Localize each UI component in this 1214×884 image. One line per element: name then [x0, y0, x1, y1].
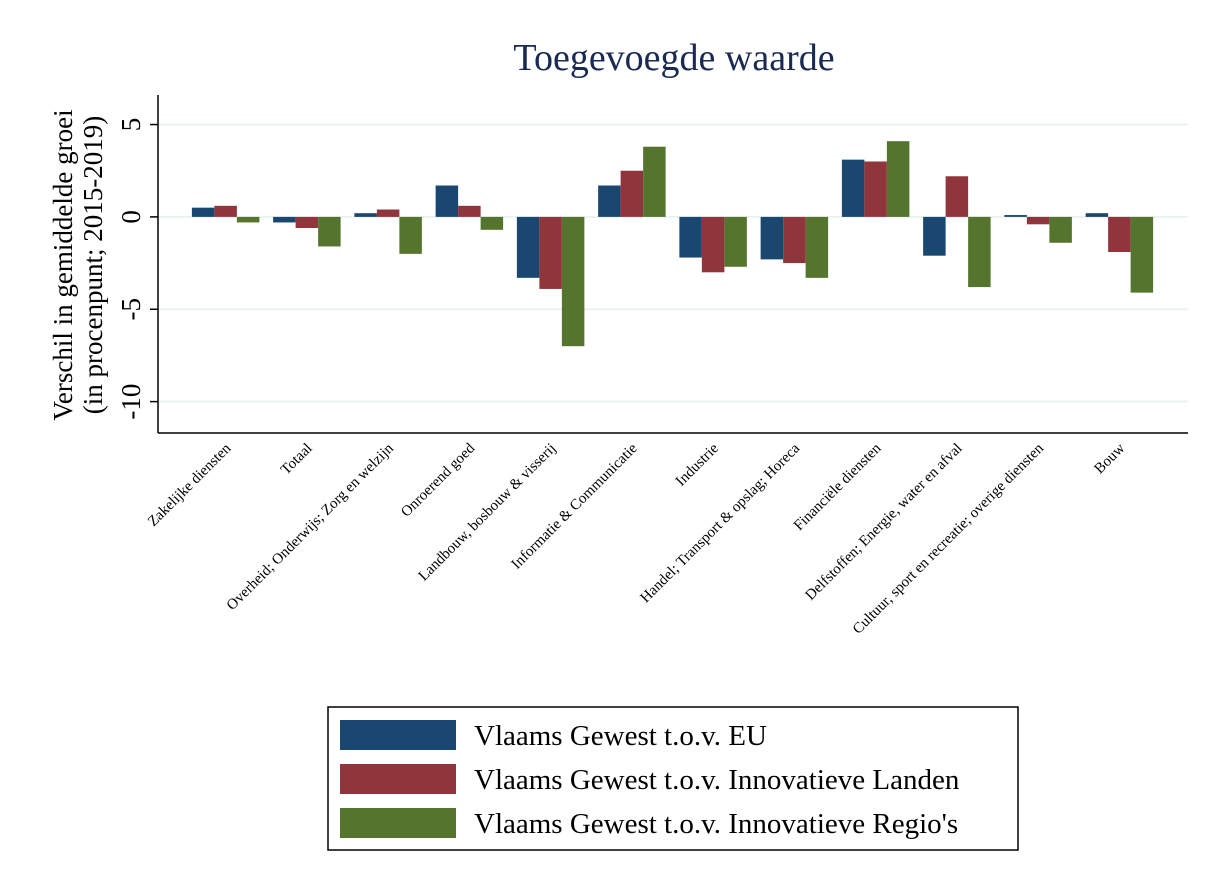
y-tick-label: -10: [116, 384, 146, 420]
bar: [236, 216, 260, 223]
x-tick-label: Overheid; Onderwijs; Zorg en welzijn: [224, 440, 397, 613]
x-tick-label: Industrie: [673, 440, 722, 489]
bar: [376, 209, 400, 217]
x-tick-label: Zakelijke diensten: [145, 440, 235, 530]
bar: [1108, 216, 1131, 252]
bar: [945, 176, 969, 217]
x-tick-label: Delfstoffen; Energie, water en afval: [803, 441, 966, 604]
bar: [458, 205, 481, 217]
bar: [598, 185, 621, 217]
bar: [783, 216, 806, 264]
bar: [864, 161, 887, 217]
legend-swatch: [340, 764, 456, 794]
y-axis-label: (in procenpunt; 2015-2019): [78, 116, 108, 414]
bar: [295, 216, 319, 228]
bar: [1130, 216, 1154, 293]
chart-title: Toegevoegde waarde: [513, 37, 834, 79]
bar: [724, 216, 747, 267]
y-tick-label: 5: [116, 118, 146, 132]
bar: [214, 205, 237, 217]
bar: [318, 216, 341, 247]
bar: [1004, 215, 1027, 217]
x-tick-label: Onroerend goed: [398, 440, 478, 520]
bar: [701, 216, 725, 273]
x-tick-label: Landbouw, bosbouw & visserij: [416, 441, 560, 585]
bar: [760, 216, 784, 260]
x-tick-label: Financiële diensten: [791, 440, 885, 534]
legend-box: [327, 706, 1019, 851]
legend-label: Vlaams Gewest t.o.v. Innovatieve Regio's: [474, 808, 958, 840]
legend-swatch: [340, 720, 456, 750]
bar: [841, 159, 865, 217]
y-tick-label: 0: [116, 210, 146, 224]
bar: [805, 216, 829, 278]
bar: [435, 185, 459, 217]
bar: [399, 216, 422, 254]
bar: [886, 141, 910, 217]
bar: [1026, 216, 1050, 225]
bar: [679, 216, 702, 258]
bar: [923, 216, 946, 256]
x-tick-label: Cultuur, sport en recreatie; overige die…: [850, 440, 1047, 637]
bar: [1085, 213, 1109, 217]
bar: [516, 216, 540, 278]
legend-label: Vlaams Gewest t.o.v. EU: [474, 720, 767, 752]
y-axis-label: Verschil in gemiddelde groei: [48, 109, 78, 420]
bar: [354, 213, 377, 217]
bar: [620, 170, 644, 217]
y-tick-label: -5: [116, 298, 146, 321]
bar: [561, 216, 585, 347]
x-tick-label: Totaal: [278, 441, 316, 479]
bar: [191, 207, 215, 217]
bar: [539, 216, 562, 289]
bar: [1049, 216, 1072, 243]
x-tick-label: Bouw: [1092, 440, 1129, 477]
x-tick-label: Handel; Transport & opslag; Horeca: [638, 440, 804, 606]
bar: [968, 216, 991, 288]
legend-swatch: [340, 808, 456, 838]
bar: [480, 216, 504, 230]
legend-label: Vlaams Gewest t.o.v. Innovatieve Landen: [474, 764, 960, 796]
bar: [643, 146, 666, 217]
bar: [273, 216, 296, 223]
